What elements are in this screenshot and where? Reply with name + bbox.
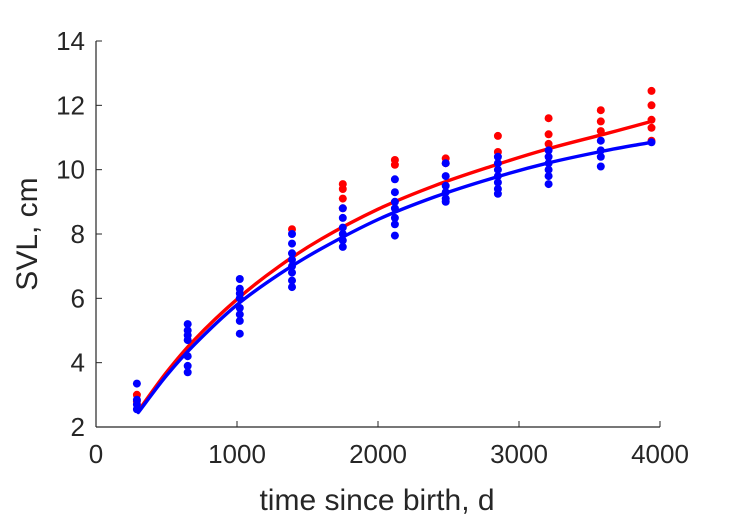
- data-point-series-2: [235, 329, 244, 338]
- data-point-series-2: [288, 239, 296, 248]
- data-point-series-2: [338, 236, 347, 245]
- data-point-series-2: [288, 268, 296, 277]
- x-tick-label: 2000: [349, 439, 407, 469]
- data-point-series-2: [288, 262, 296, 271]
- fit-curve-1: [136, 119, 654, 413]
- data-point-series-2: [596, 162, 605, 171]
- data-point-series-2: [441, 172, 450, 181]
- data-point-series-1: [338, 194, 347, 203]
- data-point-series-2: [288, 249, 296, 258]
- data-point-series-2: [544, 172, 553, 181]
- data-point-series-1: [596, 106, 605, 115]
- data-point-series-2: [235, 316, 244, 325]
- data-point-series-2: [390, 197, 399, 206]
- y-tick-label: 2: [71, 412, 85, 442]
- data-point-series-2: [647, 138, 656, 147]
- data-point-series-2: [183, 352, 192, 361]
- data-point-series-2: [183, 336, 192, 345]
- data-point-series-2: [390, 175, 399, 184]
- data-point-series-2: [235, 304, 244, 312]
- data-point-series-2: [235, 294, 244, 303]
- data-point-series-2: [288, 255, 296, 264]
- series-layer: [132, 86, 656, 415]
- axes: 0 1000 2000 3000 4000 2 4 6 8 10 12 14: [56, 26, 689, 469]
- data-point-series-2: [338, 204, 347, 213]
- data-point-series-2: [288, 283, 296, 292]
- data-point-series-2: [288, 230, 296, 238]
- x-tick-label: 3000: [490, 439, 548, 469]
- x-tick-label: 4000: [631, 439, 689, 469]
- data-point-series-2: [544, 146, 553, 155]
- y-tick-label: 6: [71, 283, 85, 313]
- data-point-series-2: [235, 275, 244, 283]
- x-tick-label: 1000: [208, 439, 266, 469]
- data-point-series-1: [544, 139, 553, 148]
- x-tick-label: 0: [89, 439, 103, 469]
- y-tick-label: 4: [71, 348, 85, 378]
- data-point-series-1: [596, 117, 605, 126]
- data-point-series-2: [441, 188, 450, 197]
- data-point-series-2: [390, 204, 399, 213]
- data-point-series-1: [647, 101, 656, 110]
- data-point-series-2: [390, 220, 399, 229]
- data-point-series-2: [493, 159, 502, 168]
- data-point-series-2: [544, 152, 553, 161]
- x-axis-label: time since birth, d: [259, 484, 494, 517]
- data-point-series-1: [647, 86, 656, 95]
- data-point-series-2: [390, 213, 399, 222]
- data-point-series-1: [493, 131, 502, 140]
- y-tick-label: 8: [71, 219, 85, 249]
- data-point-series-2: [183, 320, 192, 329]
- data-point-series-1: [544, 130, 553, 139]
- data-point-series-2: [338, 223, 347, 232]
- y-axis-label: SVL, cm: [11, 177, 44, 290]
- data-point-series-2: [183, 368, 192, 377]
- data-point-series-2: [441, 159, 450, 168]
- data-point-series-2: [544, 159, 553, 168]
- data-point-series-2: [338, 213, 347, 222]
- data-point-series-1: [596, 127, 605, 136]
- data-point-series-2: [441, 181, 450, 190]
- data-point-series-2: [183, 361, 192, 370]
- data-point-series-2: [235, 310, 244, 319]
- data-point-series-1: [390, 160, 399, 169]
- data-point-series-2: [132, 405, 141, 414]
- data-point-series-2: [338, 242, 347, 251]
- data-point-series-2: [596, 152, 605, 161]
- data-point-series-2: [390, 231, 399, 240]
- data-point-series-1: [338, 185, 347, 193]
- data-point-series-2: [493, 152, 502, 161]
- data-point-series-2: [288, 276, 296, 285]
- data-point-series-1: [544, 114, 553, 123]
- data-point-series-2: [544, 165, 553, 174]
- data-point-series-2: [441, 197, 450, 206]
- data-point-series-2: [596, 136, 605, 145]
- y-tick-label: 12: [56, 90, 85, 120]
- data-point-series-2: [338, 230, 347, 238]
- data-point-series-2: [493, 165, 502, 174]
- data-point-series-2: [544, 180, 553, 189]
- y-tick-label: 14: [56, 26, 85, 56]
- data-point-series-2: [493, 172, 502, 181]
- data-point-series-2: [493, 178, 502, 187]
- data-point-series-2: [390, 188, 399, 197]
- data-point-series-2: [493, 189, 502, 198]
- data-point-series-1: [647, 123, 656, 132]
- data-point-series-2: [132, 379, 141, 388]
- y-tick-label: 10: [56, 155, 85, 185]
- data-point-series-2: [596, 146, 605, 155]
- data-point-series-1: [647, 115, 656, 124]
